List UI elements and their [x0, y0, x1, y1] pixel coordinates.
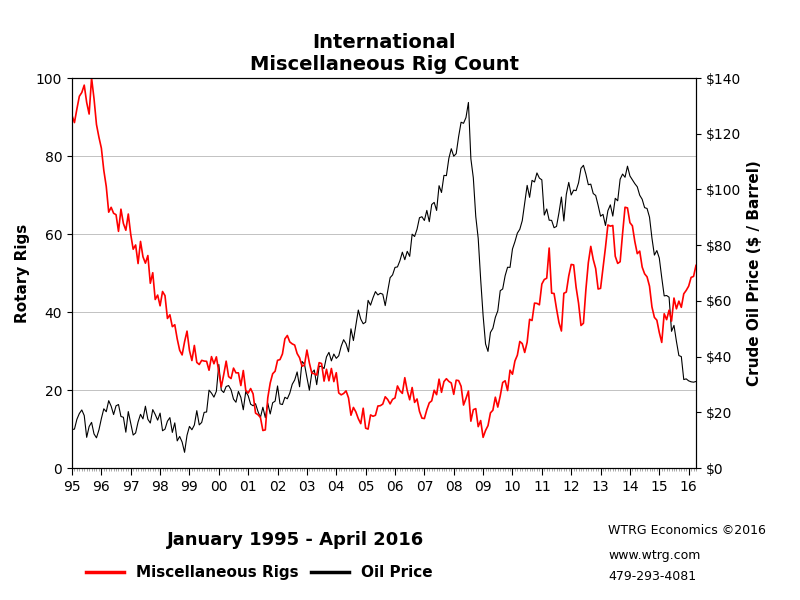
Title: International
Miscellaneous Rig Count: International Miscellaneous Rig Count [250, 32, 518, 74]
Legend: Miscellaneous Rigs, Oil Price: Miscellaneous Rigs, Oil Price [80, 559, 439, 586]
Text: www.wtrg.com: www.wtrg.com [608, 548, 700, 562]
Y-axis label: Crude Oil Price ($ / Barrel): Crude Oil Price ($ / Barrel) [746, 160, 762, 386]
Y-axis label: Rotary Rigs: Rotary Rigs [15, 223, 30, 323]
Text: WTRG Economics ©2016: WTRG Economics ©2016 [608, 524, 766, 538]
Text: January 1995 - April 2016: January 1995 - April 2016 [167, 531, 425, 549]
Text: 479-293-4081: 479-293-4081 [608, 569, 696, 583]
